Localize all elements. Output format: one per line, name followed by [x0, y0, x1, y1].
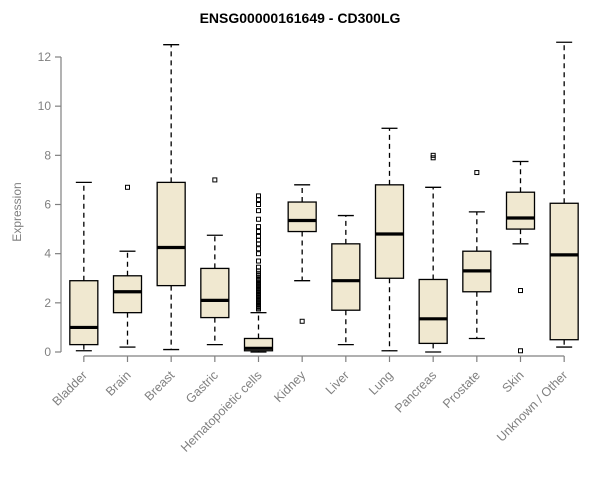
outlier-point [256, 224, 261, 230]
iqr-box [418, 278, 448, 345]
outlier-point [430, 152, 436, 158]
outlier-point [256, 202, 261, 207]
x-tick-label-breast: Breast [142, 368, 178, 404]
boxplot-pancreas [418, 152, 448, 353]
iqr-box [69, 280, 99, 346]
boxplot-breast [156, 44, 186, 351]
y-tick-label: 0 [44, 345, 51, 359]
outlier-point [474, 170, 480, 176]
outlier-point [518, 348, 523, 354]
boxplot-bladder [69, 181, 99, 352]
y-tick-label: 6 [44, 198, 51, 212]
x-tick-label-brain: Brain [103, 368, 134, 399]
x-tick-label-skin: Skin [500, 368, 527, 395]
x-tick-label-bladder: Bladder [50, 368, 90, 408]
iqr-box [200, 267, 230, 319]
iqr-box [374, 184, 405, 279]
y-tick-label: 8 [44, 148, 51, 162]
outlier-point [212, 177, 218, 183]
outlier-point [256, 246, 261, 252]
iqr-box [156, 181, 186, 287]
iqr-box [549, 202, 579, 341]
y-tick-label: 2 [44, 296, 51, 310]
iqr-box [331, 243, 361, 311]
boxplot-prostate [462, 170, 492, 340]
x-tick-label-gastric: Gastric [183, 368, 221, 406]
x-tick-label-prostate: Prostate [440, 368, 483, 411]
outlier-point [125, 184, 130, 190]
boxplot-unknown-other [549, 41, 579, 348]
boxplot-liver [331, 214, 361, 346]
x-tick-label-liver: Liver [323, 368, 352, 397]
outlier-point [256, 216, 261, 222]
outlier-point [518, 288, 523, 294]
outlier-point [256, 258, 261, 264]
outlier-point [256, 208, 261, 214]
y-tick-label: 10 [38, 99, 52, 113]
boxplot-hematopoietic-cells [243, 193, 274, 353]
outlier-point [256, 193, 261, 199]
outlier-point [256, 229, 261, 235]
outlier-point [256, 251, 261, 257]
iqr-box [287, 201, 317, 233]
boxplot-kidney [287, 184, 317, 324]
iqr-box [505, 191, 536, 230]
y-axis: 0 2 4 6 8 10 12 [38, 50, 62, 359]
boxplot-lung [374, 127, 405, 352]
y-tick-label: 4 [44, 247, 51, 261]
chart-title: ENSG00000161649 - CD300LG [199, 10, 401, 26]
x-tick-label-lung: Lung [366, 368, 396, 398]
y-tick-label: 12 [38, 50, 52, 64]
boxplot-brain [112, 184, 143, 348]
x-tick-label-pancreas: Pancreas [392, 368, 439, 415]
x-tick-label-kidney: Kidney [271, 368, 308, 405]
iqr-box [112, 275, 143, 314]
outlier-point [256, 264, 261, 270]
outlier-point [256, 233, 261, 239]
outlier-point [299, 318, 305, 324]
boxplot-gastric [200, 177, 230, 346]
x-tick-label-hematopoietic-cells: Hematopoietic cells [178, 368, 265, 455]
boxplot-skin [505, 160, 536, 354]
